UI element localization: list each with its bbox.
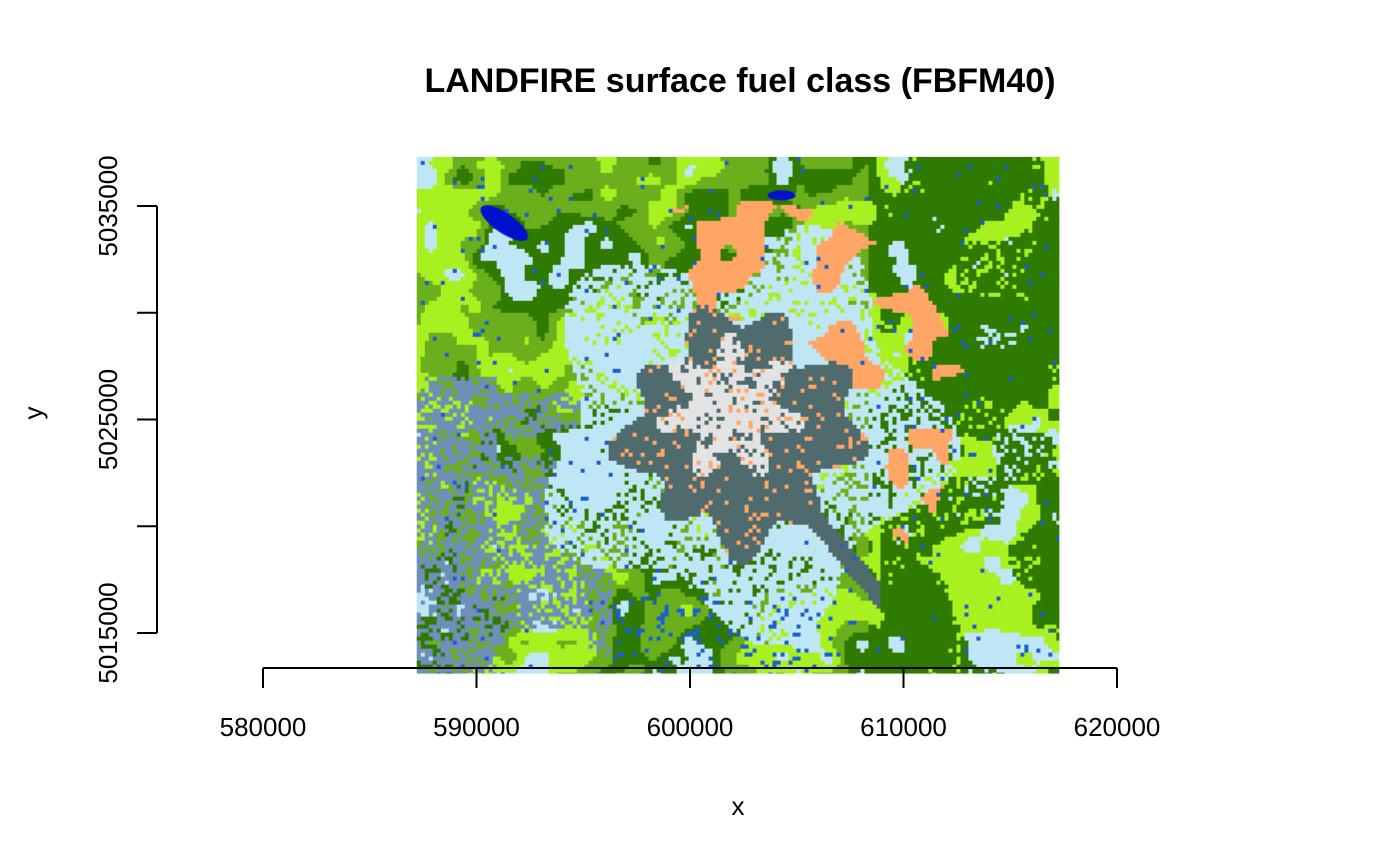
fuel-class-raster (416, 156, 1060, 674)
x-tick-label: 600000 (647, 712, 734, 742)
y-axis: 5015000 5025000 5035000 (93, 155, 158, 684)
x-tick-label: 580000 (220, 712, 307, 742)
x-axis: 580000 590000 600000 610000 620000 (220, 667, 1161, 742)
raster-image (416, 156, 1060, 674)
y-axis-label: y (18, 407, 48, 420)
y-tick-label: 5025000 (93, 369, 123, 470)
y-tick-label: 5035000 (93, 155, 123, 256)
chart-title: LANDFIRE surface fuel class (FBFM40) (424, 62, 1055, 100)
x-tick-label: 590000 (433, 712, 520, 742)
x-tick-label: 610000 (860, 712, 947, 742)
y-tick-label: 5015000 (93, 582, 123, 683)
x-axis-label: x (732, 791, 745, 821)
x-tick-label: 620000 (1074, 712, 1161, 742)
